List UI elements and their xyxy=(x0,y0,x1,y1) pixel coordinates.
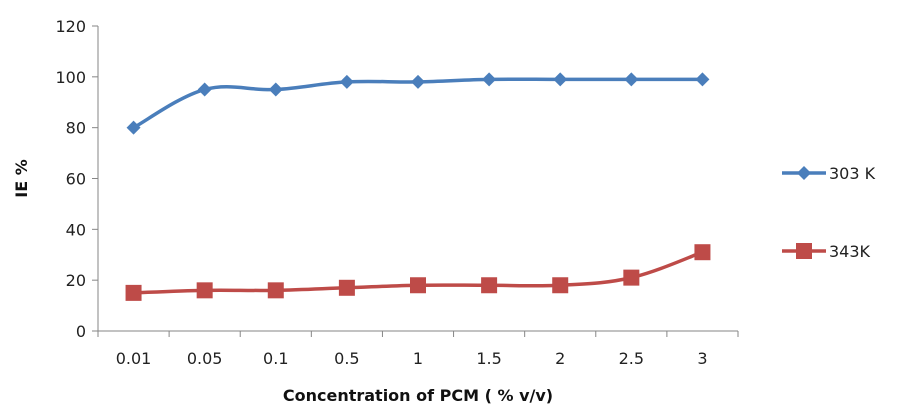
y-tick-label: 80 xyxy=(66,119,86,138)
x-tick-label: 0.01 xyxy=(116,349,152,368)
data-point xyxy=(196,282,213,299)
data-point xyxy=(125,284,142,301)
data-point xyxy=(267,282,284,299)
data-point xyxy=(411,74,425,89)
data-point xyxy=(481,277,498,294)
legend-marker xyxy=(797,166,811,180)
series-1 xyxy=(126,72,710,135)
x-tick-label: 0.5 xyxy=(334,349,359,368)
data-point xyxy=(624,72,639,87)
y-tick-label: 120 xyxy=(55,17,86,36)
x-tick-label: 1 xyxy=(413,349,423,368)
x-tick-label: 2 xyxy=(555,349,565,368)
legend-label: 343K xyxy=(829,242,871,261)
x-tick-label: 1.5 xyxy=(476,349,501,368)
data-point xyxy=(410,277,426,294)
y-tick-label: 20 xyxy=(66,271,86,290)
data-point xyxy=(268,82,283,97)
y-tick-label: 100 xyxy=(55,68,86,87)
y-tick-label: 0 xyxy=(76,322,86,341)
y-tick-label: 60 xyxy=(66,170,86,189)
x-tick-label: 3 xyxy=(697,349,707,368)
x-axis-title: Concentration of PCM ( % v/v) xyxy=(283,386,553,405)
x-tick-labels: 0.01 0.05 0.1 0.5 1 1.5 2 2.5 3 xyxy=(116,349,708,368)
x-tick-label: 0.05 xyxy=(187,349,223,368)
x-tick-label: 0.1 xyxy=(263,349,288,368)
series-2 xyxy=(125,244,711,301)
data-point xyxy=(552,277,569,294)
legend-item-2: 343K xyxy=(782,242,871,261)
data-point xyxy=(197,82,212,97)
legend: 303 K 343K xyxy=(782,164,876,261)
axes xyxy=(92,25,739,337)
data-point xyxy=(482,72,497,87)
legend-item-1: 303 K xyxy=(782,164,876,183)
data-point xyxy=(695,72,710,87)
series-group xyxy=(125,72,711,301)
data-point xyxy=(694,244,711,261)
data-point xyxy=(338,279,355,296)
y-tick-label: 40 xyxy=(66,220,86,239)
data-point xyxy=(553,72,568,87)
y-tick-labels: 0 20 40 60 80 100 120 xyxy=(55,17,86,341)
data-point xyxy=(126,120,141,135)
y-axis-title: IE % xyxy=(12,159,31,197)
legend-marker xyxy=(796,243,812,259)
legend-label: 303 K xyxy=(829,164,876,183)
x-tick-label: 2.5 xyxy=(619,349,644,368)
data-point xyxy=(339,74,354,89)
data-point xyxy=(623,269,640,286)
